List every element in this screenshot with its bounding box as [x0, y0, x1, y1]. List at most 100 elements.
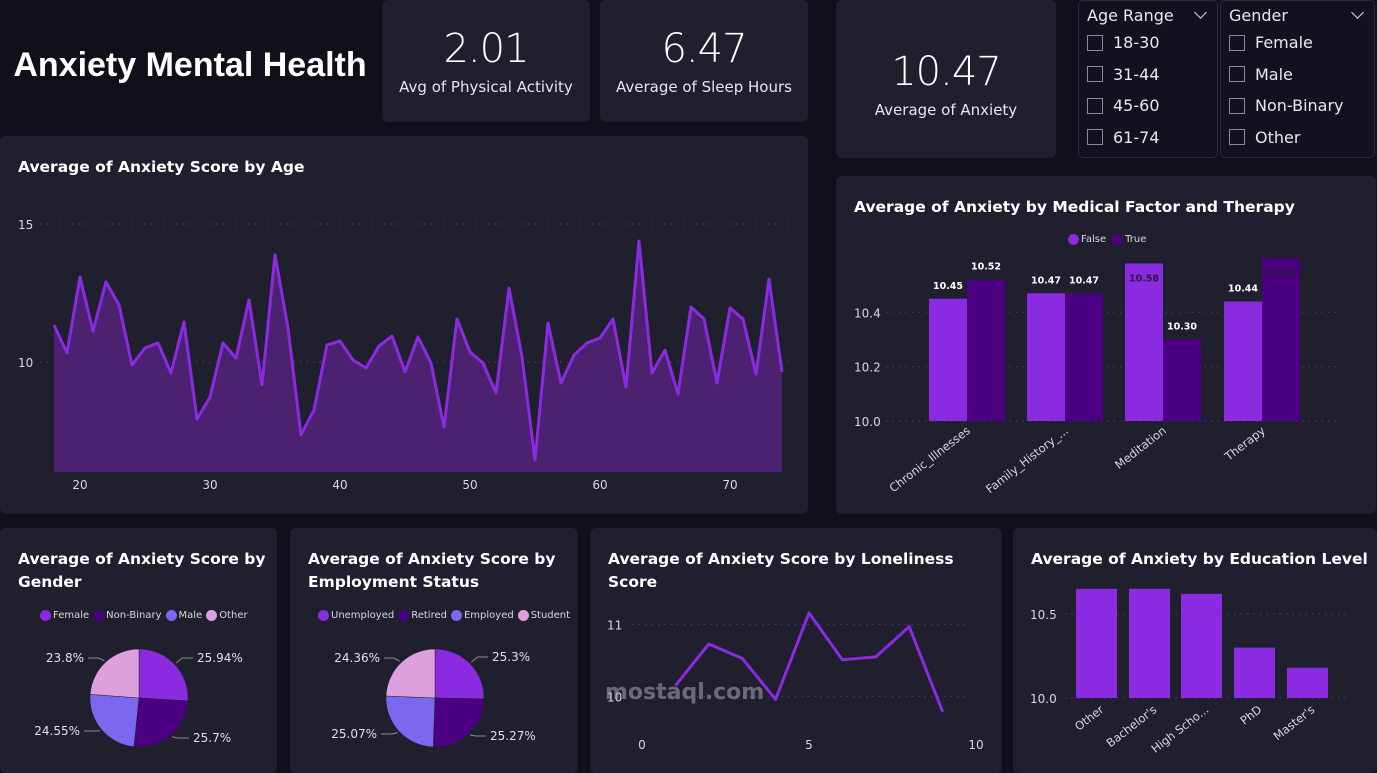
legend-dot — [206, 610, 218, 621]
gender-slicer-header[interactable]: Gender — [1229, 3, 1366, 27]
leader-line — [175, 657, 193, 664]
legend-dot — [93, 610, 105, 621]
loneliness-line-chart: 10 11 0 5 10 — [607, 611, 984, 752]
employment-pie-chart: 25.3% 25.27% 25.07% 24.36% — [331, 648, 536, 748]
bar — [1287, 667, 1328, 698]
slicer-option-label: Other — [1255, 127, 1301, 147]
chevron-down-icon[interactable] — [1351, 5, 1364, 19]
legend-item[interactable]: Female — [40, 610, 89, 621]
kpi-value: 6.47 — [661, 26, 747, 72]
legend-dot — [450, 610, 462, 621]
kpi-value: 10.47 — [891, 49, 1002, 95]
bar-true — [1065, 293, 1103, 421]
slicer-option-label: 31-44 — [1113, 64, 1160, 84]
checkbox[interactable] — [1229, 97, 1245, 114]
pie-slice-non-binary — [133, 697, 189, 748]
x-tick-label: Therapy — [1221, 423, 1268, 464]
x-tick-label: 40 — [332, 478, 347, 492]
legend-label: Student — [530, 610, 571, 621]
slicer-option[interactable]: 18-30 — [1087, 27, 1209, 59]
legend-label: Female — [53, 610, 90, 621]
bar-true — [1262, 258, 1300, 421]
x-tick-label: 20 — [72, 478, 87, 492]
legend-label: Employed — [463, 610, 514, 621]
legend-dot — [398, 610, 410, 621]
slicer-option[interactable]: Male — [1229, 59, 1366, 91]
dashboard-title: Anxiety Mental Health — [13, 46, 367, 84]
medical-chart-card: Average of Anxiety by Medical Factor and… — [836, 176, 1376, 514]
age-range-slicer: Age Range 18-30 31-44 45-60 61-74 — [1078, 0, 1218, 158]
legend-item[interactable]: Male — [165, 610, 202, 621]
bar-false — [1224, 301, 1262, 421]
pie-slice-female — [138, 648, 189, 702]
bar — [1076, 588, 1117, 698]
slicer-option[interactable]: Other — [1229, 122, 1366, 154]
y-tick-label: 10 — [607, 691, 622, 705]
chart-title: Average of Anxiety Score by Gender — [18, 550, 266, 591]
legend-label: Other — [219, 610, 248, 621]
legend-item-true[interactable]: True — [1112, 234, 1146, 245]
data-label: 10.47 — [1031, 275, 1061, 286]
loneliness-chart-card: Average of Anxiety Score by Loneliness S… — [590, 528, 1002, 773]
data-label: 10.52 — [971, 262, 1001, 273]
chart-legend: False True — [1068, 234, 1146, 245]
y-tick-label: 10.2 — [854, 361, 881, 375]
legend-item[interactable]: Retired — [398, 610, 447, 621]
slice-label: 25.7% — [193, 731, 231, 745]
x-tick-label: Meditation — [1112, 423, 1169, 472]
pie-slice-student — [385, 648, 436, 699]
gender-chart-card: Average of Anxiety Score by Gender Femal… — [0, 528, 277, 773]
slicer-option[interactable]: 45-60 — [1087, 90, 1209, 122]
legend-item[interactable]: Unemployed — [318, 610, 394, 621]
legend-item[interactable]: Other — [206, 610, 248, 621]
slicer-option-label: Non-Binary — [1255, 96, 1344, 116]
x-tick-label: Other — [1072, 702, 1107, 733]
age-chart-card: Average of Anxiety Score by Age 10 15 20 30… — [0, 136, 808, 514]
slicer-option[interactable]: Female — [1229, 27, 1366, 59]
data-label: 10.60 — [1266, 268, 1296, 279]
legend-dot — [1068, 234, 1079, 245]
y-tick-label: 15 — [18, 218, 33, 232]
x-tick-label: 70 — [722, 478, 737, 492]
slicer-option[interactable]: 61-74 — [1087, 122, 1209, 154]
leader-line — [471, 656, 488, 663]
legend-item[interactable]: Student — [517, 610, 571, 621]
bar-false — [1125, 263, 1163, 421]
x-tick-label: 30 — [202, 478, 217, 492]
data-label: 10.47 — [1069, 275, 1099, 286]
legend-item-false[interactable]: False — [1068, 234, 1106, 245]
checkbox[interactable] — [1087, 34, 1103, 51]
checkbox[interactable] — [1087, 97, 1103, 114]
bar-true — [1163, 339, 1201, 421]
checkbox[interactable] — [1229, 34, 1245, 51]
checkbox[interactable] — [1229, 129, 1245, 146]
legend-item[interactable]: Non-Binary — [93, 610, 162, 621]
slice-label: 24.55% — [34, 724, 80, 738]
chart-legend: Unemployed Retired Employed Student — [318, 610, 570, 621]
legend-item[interactable]: Employed — [450, 610, 514, 621]
legend-label: False — [1081, 234, 1107, 245]
x-tick-label: Master's — [1271, 702, 1318, 743]
kpi-sleep-hours: 6.47 Average of Sleep Hours — [600, 0, 808, 122]
checkbox[interactable] — [1229, 66, 1245, 83]
checkbox[interactable] — [1087, 129, 1103, 146]
slicer-option[interactable]: Non-Binary — [1229, 90, 1366, 122]
x-tick-label: 50 — [462, 478, 477, 492]
data-label: 10.30 — [1167, 322, 1197, 333]
slicer-option-label: Female — [1255, 33, 1313, 53]
slicer-option[interactable]: 31-44 — [1087, 59, 1209, 91]
checkbox[interactable] — [1087, 66, 1103, 83]
leader-line — [171, 736, 189, 739]
y-tick-label: 10.4 — [854, 306, 881, 320]
legend-dot — [517, 610, 529, 621]
chart-legend: Female Non-Binary Male Other — [40, 610, 248, 621]
kpi-physical-activity: 2.01 Avg of Physical Activity — [382, 0, 590, 122]
y-tick-label: 10.0 — [1030, 692, 1057, 706]
age-range-slicer-header[interactable]: Age Range — [1087, 3, 1209, 27]
y-tick-label: 10.5 — [1030, 608, 1057, 622]
bar-false — [929, 298, 967, 421]
watermark: mostaql.com — [605, 680, 765, 705]
gender-slicer: Gender Female Male Non-Binary Other — [1220, 0, 1375, 158]
chevron-down-icon[interactable] — [1194, 5, 1207, 19]
